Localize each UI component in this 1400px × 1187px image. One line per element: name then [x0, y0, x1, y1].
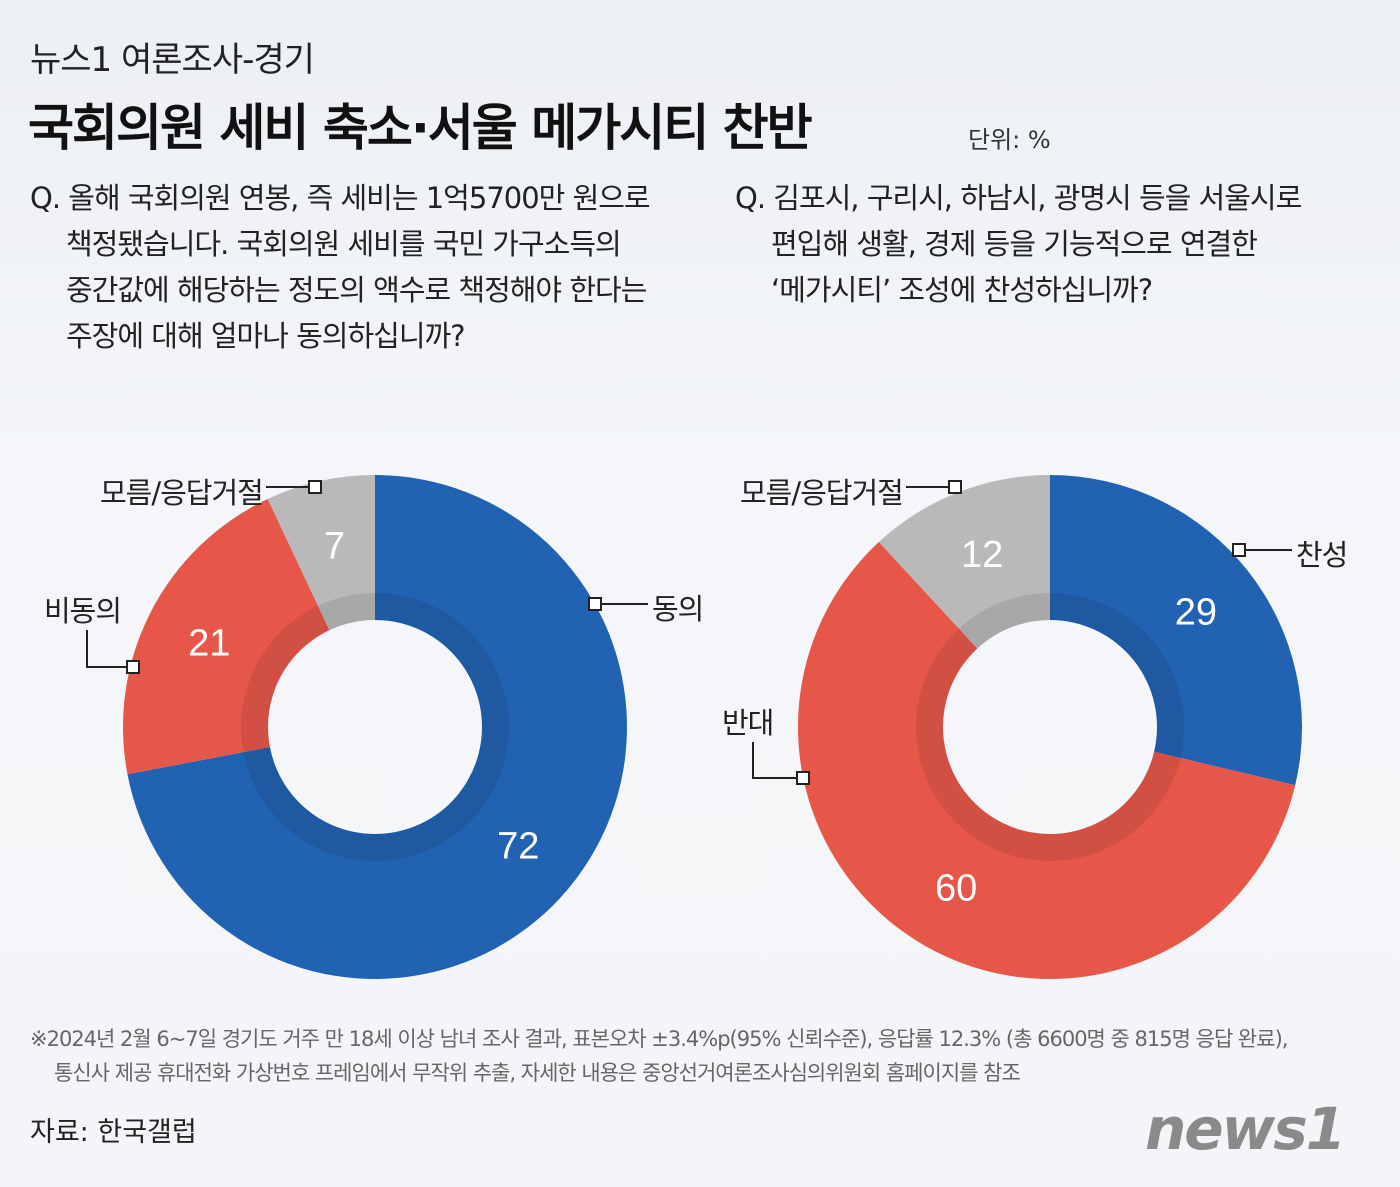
donut-inner-shadow-1-3: [317, 593, 375, 631]
donut-inner-shadow-2-2: [915, 628, 1181, 861]
footnote-line: 통신사 제공 휴대전화 가상번호 프레임에서 무작위 추출, 자세한 내용은 중…: [54, 1061, 1021, 1085]
footnote-line: ※2024년 2월 6~7일 경기도 거주 만 18세 이상 남녀 조사 결과,…: [30, 1027, 1288, 1051]
donut-inner-shadow-2-3: [959, 593, 1050, 649]
donut-slice-2-1: [1050, 475, 1303, 786]
data-label-1-2: 21: [188, 623, 230, 665]
leader-line: [266, 486, 312, 488]
legend-label-agree: 동의: [652, 592, 704, 626]
data-label-1-3: 7: [324, 525, 345, 567]
leader-marker: [588, 597, 602, 611]
question-line: ‘메가시티’ 조성에 찬성하십니까?: [771, 273, 1153, 307]
donut-slice-2-2: [798, 542, 1296, 980]
legend-label-favor: 찬성: [1296, 538, 1348, 572]
legend-label-dont-know-2: 모름/응답거절: [740, 476, 904, 510]
leader-marker: [796, 771, 810, 785]
question-line: 주장에 대해 얼마나 동의하십니까?: [66, 319, 466, 353]
question-line: 책정됐습니다. 국회의원 세비를 국민 가구소득의: [66, 227, 622, 261]
leader-marker: [126, 660, 140, 674]
legend-label-dont-know-1: 모름/응답거절: [100, 476, 264, 510]
donut-slice-2-3: [878, 475, 1050, 649]
footnote: ※2024년 2월 6~7일 경기도 거주 만 18세 이상 남녀 조사 결과,…: [30, 1022, 1288, 1090]
question-line: 중간값에 해당하는 정도의 액수로 책정해야 한다는: [66, 273, 647, 307]
legend-label-oppose: 반대: [722, 706, 774, 740]
unit-label: 단위: %: [968, 126, 1051, 154]
question-1: Q. 올해 국회의원 연봉, 즉 세비는 1억5700만 원으로 책정됐습니다.…: [30, 175, 651, 359]
leader-line: [596, 603, 648, 605]
leader-marker: [308, 480, 322, 494]
news1-logo: news1: [1145, 1095, 1346, 1163]
kicker: 뉴스1 여론조사-경기: [30, 40, 315, 80]
source: 자료: 한국갤럽: [30, 1117, 197, 1148]
donut-slice-1-1: [127, 475, 628, 980]
leader-line: [1244, 549, 1292, 551]
data-label-2-1: 29: [1175, 592, 1217, 634]
question-line: Q. 김포시, 구리시, 하남시, 광명시 등을 서울시로: [735, 181, 1302, 215]
question-2: Q. 김포시, 구리시, 하남시, 광명시 등을 서울시로 편입해 생활, 경제…: [735, 175, 1302, 313]
legend-label-disagree: 비동의: [44, 594, 122, 628]
leader-line: [86, 630, 88, 667]
donut-inner-shadow-1-2: [240, 605, 330, 753]
leader-line: [752, 742, 754, 778]
leader-line: [752, 777, 798, 779]
page-title: 국회의원 세비 축소·서울 메가시티 찬반: [28, 99, 813, 157]
data-label-2-3: 12: [961, 534, 1003, 576]
donut-slice-1-3: [267, 475, 375, 631]
question-line: Q. 올해 국회의원 연봉, 즉 세비는 1억5700만 원으로: [30, 181, 651, 215]
data-label-2-2: 60: [935, 868, 977, 910]
leader-line: [86, 666, 128, 668]
leader-marker: [948, 480, 962, 494]
donut-inner-shadow-2-1: [1050, 593, 1185, 758]
question-line: 편입해 생활, 경제 등을 기능적으로 연결한: [771, 227, 1258, 261]
leader-line: [906, 486, 952, 488]
data-label-1-1: 72: [497, 826, 539, 868]
donut-slice-1-2: [122, 498, 330, 775]
